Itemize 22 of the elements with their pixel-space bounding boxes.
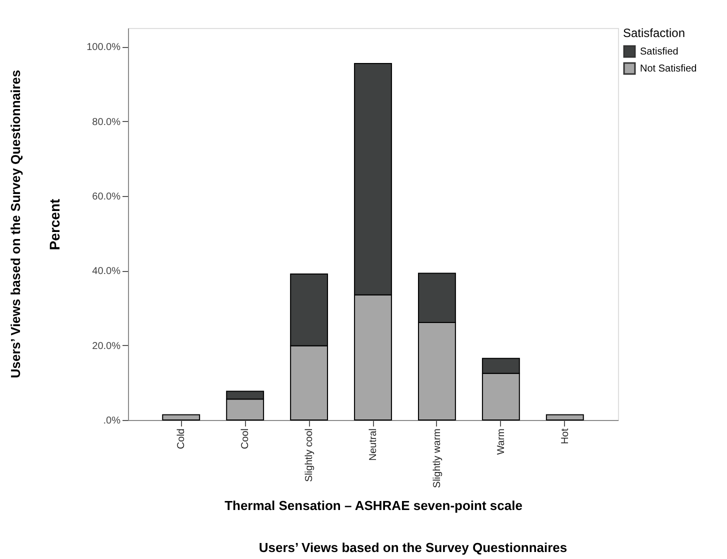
- text: Users’ Views based on the Survey Questionnaires: [258, 540, 568, 555]
- text: Users’ Views based on the Survey Questionnaires: [8, 70, 23, 378]
- x-tick-label: Hot: [560, 428, 571, 444]
- x-tick-label: Slightly cool: [304, 428, 316, 482]
- y-tick-label: 60.0%: [92, 192, 121, 202]
- x-tick-label: Cool: [240, 428, 252, 450]
- x-tick-label: Slightly warm: [432, 428, 443, 488]
- legend-label: Satisfied: [640, 46, 678, 58]
- legend-title: Satisfaction: [623, 26, 686, 40]
- x-tick-label: Neutral: [368, 428, 379, 461]
- bar: [162, 414, 200, 420]
- x-axis-title: Thermal Sensation – ASHRAE seven-point scale: [224, 498, 522, 513]
- legend-label: Not Satisfied: [640, 64, 697, 74]
- bar: [546, 414, 584, 420]
- y-tick-label: 80.0%: [92, 116, 121, 128]
- y-tick-label: 40.0%: [92, 266, 121, 278]
- y-tick-label: 20.0%: [92, 340, 121, 352]
- y-tick-label: .0%: [103, 416, 121, 426]
- y-axis-title: Percent: [46, 198, 63, 250]
- x-tick-label: Cold: [176, 428, 188, 450]
- y-tick-label: 100.0%: [86, 42, 121, 54]
- x-tick-label: Warm: [496, 428, 507, 455]
